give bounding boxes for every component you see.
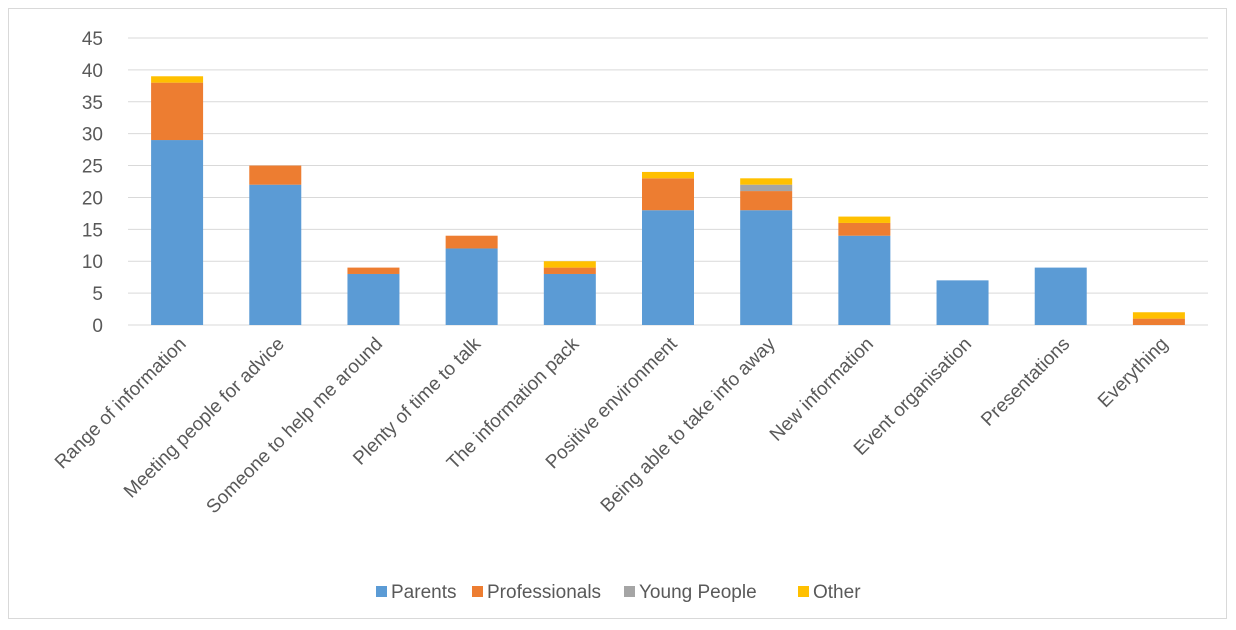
bar-segment bbox=[445, 248, 498, 325]
bar-segment bbox=[445, 235, 498, 249]
y-tick-label: 40 bbox=[82, 61, 103, 82]
x-tick-label: Presentations bbox=[977, 334, 1074, 431]
bar-segment bbox=[838, 222, 891, 236]
bar-segment bbox=[151, 140, 204, 325]
legend-swatch bbox=[376, 586, 387, 597]
y-tick-label: 30 bbox=[82, 125, 103, 146]
x-tick-label: Everything bbox=[1094, 334, 1172, 412]
gridlines bbox=[128, 37, 1208, 326]
bar-segment bbox=[838, 216, 891, 223]
bar-segment bbox=[151, 82, 204, 141]
bar-segment bbox=[1132, 318, 1185, 325]
x-tick-label: Being able to take info away bbox=[597, 333, 780, 516]
bar-segment bbox=[543, 273, 596, 325]
x-tick-label: New information bbox=[766, 334, 878, 446]
legend-label: Professionals bbox=[487, 582, 601, 603]
bar-segment bbox=[249, 184, 302, 325]
bar-segment bbox=[347, 267, 400, 274]
bar-segment bbox=[151, 76, 204, 83]
legend: Parents Professionals Young People Other bbox=[376, 582, 861, 603]
bar-segment bbox=[1132, 312, 1185, 319]
legend-swatch bbox=[624, 586, 635, 597]
bar-segment bbox=[740, 210, 793, 325]
y-tick-label: 5 bbox=[92, 284, 103, 305]
legend-label: Young People bbox=[639, 582, 757, 603]
bar-segment bbox=[740, 191, 793, 211]
bar-segment bbox=[740, 178, 793, 185]
chart-frame bbox=[8, 8, 1227, 619]
y-axis-ticks: 0 5 10 15 20 25 30 35 40 45 bbox=[82, 29, 103, 337]
legend-label: Parents bbox=[391, 582, 456, 603]
bar-segment bbox=[1034, 267, 1087, 325]
legend-label: Other bbox=[813, 582, 861, 603]
bar-segment bbox=[936, 280, 989, 325]
bar-segment bbox=[543, 261, 596, 268]
bars bbox=[151, 76, 1185, 325]
legend-swatch bbox=[472, 586, 483, 597]
y-tick-label: 10 bbox=[82, 252, 103, 273]
bar-segment bbox=[347, 273, 400, 325]
bar-segment bbox=[838, 235, 891, 325]
bar-segment bbox=[740, 184, 793, 192]
bar-segment bbox=[642, 210, 694, 325]
y-tick-label: 35 bbox=[82, 93, 103, 114]
y-tick-label: 45 bbox=[82, 29, 103, 50]
y-tick-label: 0 bbox=[92, 316, 103, 337]
bar-segment bbox=[249, 165, 302, 185]
x-tick-label: Someone to help me around bbox=[203, 334, 387, 518]
bar-segment bbox=[642, 178, 694, 211]
y-tick-label: 25 bbox=[82, 157, 103, 178]
legend-swatch bbox=[798, 586, 809, 597]
bar-segment bbox=[543, 267, 596, 274]
bar-segment bbox=[642, 171, 694, 179]
y-tick-label: 15 bbox=[82, 220, 103, 241]
x-tick-label: Meeting people for advice bbox=[120, 334, 289, 503]
y-tick-label: 20 bbox=[82, 188, 103, 209]
